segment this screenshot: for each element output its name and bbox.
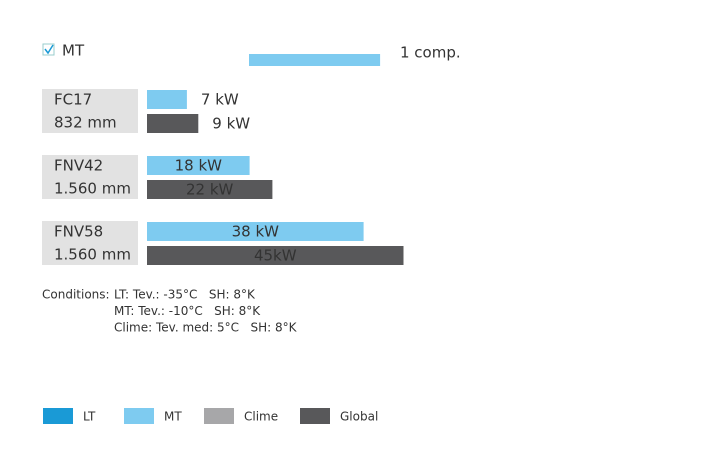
- category-label: FNV42: [54, 157, 103, 175]
- category-size: 1.560 mm: [54, 246, 131, 264]
- category-label: FNV58: [54, 223, 103, 241]
- condition-line: LT: Tev.: -35°C SH: 8°K: [114, 288, 256, 302]
- value-label: 9 kW: [212, 115, 250, 133]
- category-box: [42, 221, 138, 265]
- value-label: 38 kW: [232, 223, 280, 241]
- value-label: 22 kW: [186, 181, 234, 199]
- condition-line: Clime: Tev. med: 5°C SH: 8°K: [114, 321, 298, 335]
- bar: [147, 90, 187, 109]
- legend-swatch: [124, 408, 154, 424]
- conditions-label: Conditions:: [42, 288, 110, 302]
- legend-label: LT: [83, 410, 96, 424]
- bar: [147, 222, 364, 241]
- condition-line: MT: Tev.: -10°C SH: 8°K: [114, 304, 261, 318]
- category-size: 1.560 mm: [54, 180, 131, 198]
- conditions: Conditions:: [42, 288, 110, 302]
- filter-label[interactable]: MT: [62, 42, 85, 60]
- category-box: [42, 155, 138, 199]
- value-label: 18 kW: [175, 157, 223, 175]
- check-mark: [44, 44, 54, 55]
- bar: [147, 156, 250, 175]
- category-box: [42, 89, 138, 133]
- legend-swatch: [300, 408, 330, 424]
- reference-bar: [249, 54, 381, 66]
- legend-label: Clime: [244, 410, 278, 424]
- legend-swatch: [43, 408, 73, 424]
- legend-swatch: [204, 408, 234, 424]
- checkbox[interactable]: [42, 43, 55, 56]
- value-label: 7 kW: [201, 91, 239, 109]
- category-label: FC17: [54, 91, 92, 109]
- legend-label: Global: [340, 410, 378, 424]
- bar: [147, 180, 273, 199]
- category-size: 832 mm: [54, 114, 117, 132]
- reference-label: 1 comp.: [400, 44, 461, 62]
- bar: [147, 114, 199, 133]
- bar: [147, 246, 404, 265]
- legend-label: MT: [164, 410, 182, 424]
- value-label: 45kW: [254, 247, 297, 265]
